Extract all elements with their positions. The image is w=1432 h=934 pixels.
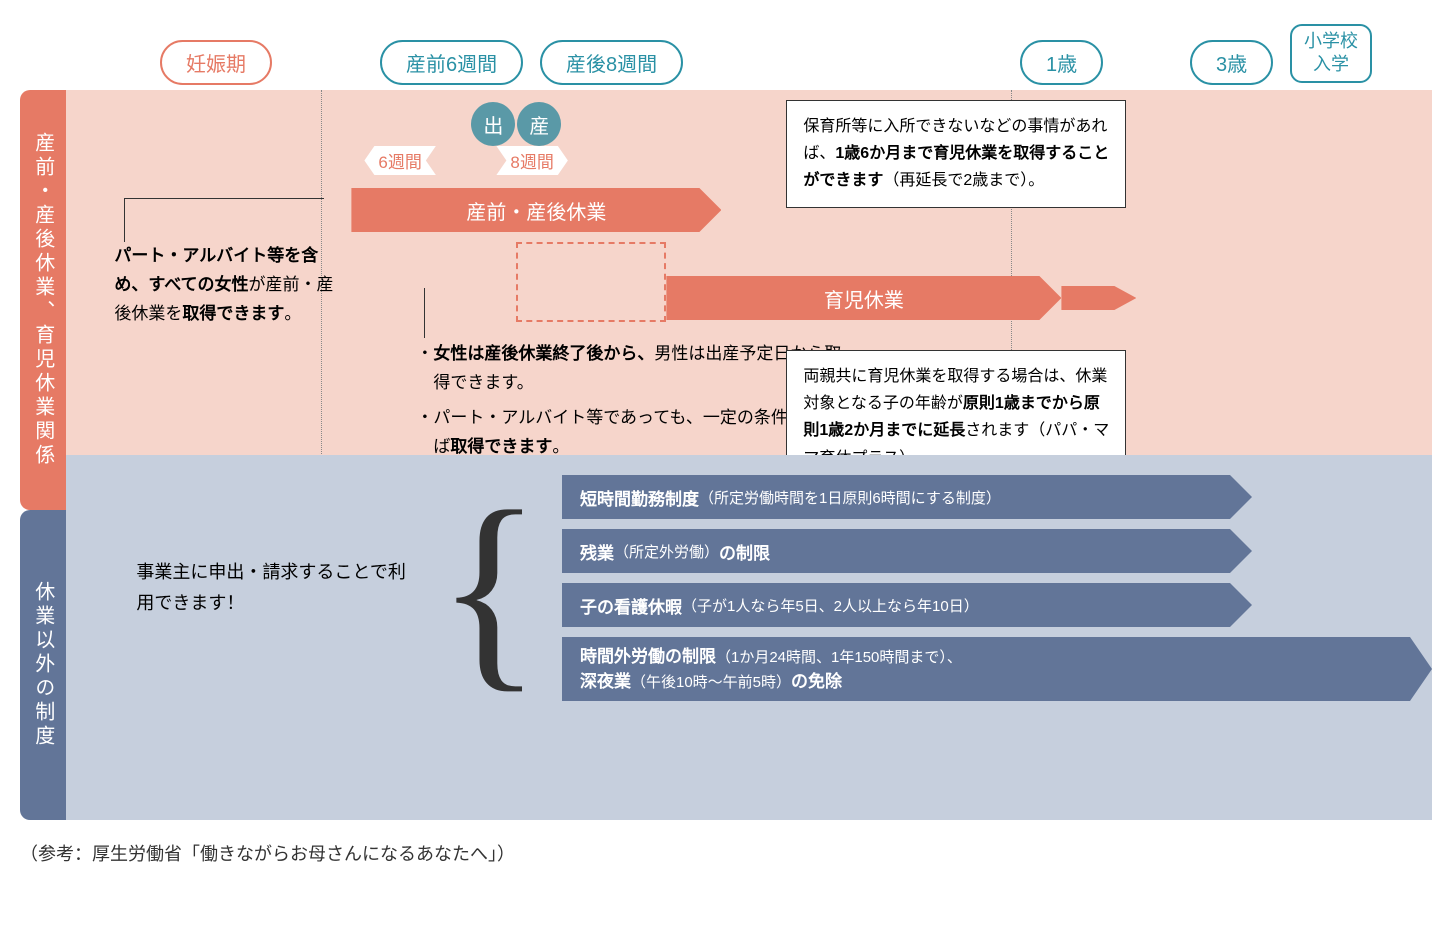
footnote: （参考：厚生労働省「働きながらお母さんになるあなたへ」）	[20, 840, 1432, 866]
childcare-leave-bar: 育児休業	[666, 276, 1061, 320]
section-top: 出 産 6週間 8週間 産前・産後休業 育児休業 パート・	[66, 90, 1432, 455]
system-bar-1: 残業（所定外労働）の制限	[562, 529, 1252, 573]
week-6-label: 6週間	[364, 146, 435, 175]
section-bottom: 事業主に申出・請求することで利用できます！ { 短時間勤務制度（所定労働時間を1…	[66, 455, 1432, 820]
pill-prenatal6: 産前6週間	[380, 40, 523, 85]
pill-pregnancy: 妊娠期	[160, 40, 272, 85]
maternity-leave-bar: 産前・産後休業	[351, 188, 721, 232]
birth-marker: 出 産	[471, 102, 561, 146]
week-8-label: 8週間	[496, 146, 567, 175]
childcare-extension-bar	[1061, 286, 1136, 310]
system-bar-0: 短時間勤務制度（所定労働時間を1日原則6時間にする制度）	[562, 475, 1252, 519]
pill-age3: 3歳	[1190, 40, 1273, 85]
pill-age1: 1歳	[1020, 40, 1103, 85]
pill-postnatal8: 産後8週間	[540, 40, 683, 85]
callout-extension-1: 保育所等に入所できないなどの事情があれば、1歳6か月まで育児休業を取得することが…	[786, 100, 1126, 208]
note-maternity: パート・アルバイト等を含め、すべての女性が産前・産後休業を取得できます。	[114, 242, 334, 329]
diagram-container: 妊娠期 産前6週間 産後8週間 1歳 3歳 小学校 入学 産前・産後休業、育児休…	[20, 20, 1432, 866]
system-bar-2: 子の看護休暇（子が1人なら年5日、2人以上なら年10日）	[562, 583, 1252, 627]
brace-icon: {	[436, 489, 542, 687]
system-bar-3: 時間外労働の制限（1か月24時間、1年150時間まで）、深夜業（午後10時～午前…	[562, 637, 1432, 701]
bottom-note: 事業主に申出・請求することで利用できます！	[96, 557, 416, 618]
side-labels: 産前・産後休業、育児休業関係 休業以外の制度	[20, 90, 66, 820]
pill-school: 小学校 入学	[1290, 24, 1372, 83]
side-label-bottom: 休業以外の制度	[20, 510, 66, 820]
birth-char-1: 出	[471, 102, 515, 146]
dashed-overlap	[516, 242, 666, 322]
diagram-body: 産前・産後休業、育児休業関係 休業以外の制度 出 産 6週間 8週間 産前	[20, 90, 1432, 820]
birth-char-2: 産	[517, 102, 561, 146]
system-bars: 短時間勤務制度（所定労働時間を1日原則6時間にする制度） 残業（所定外労働）の制限…	[562, 475, 1432, 701]
timeline-header: 妊娠期 産前6週間 産後8週間 1歳 3歳 小学校 入学	[100, 20, 1432, 90]
side-label-top: 産前・産後休業、育児休業関係	[20, 90, 66, 510]
